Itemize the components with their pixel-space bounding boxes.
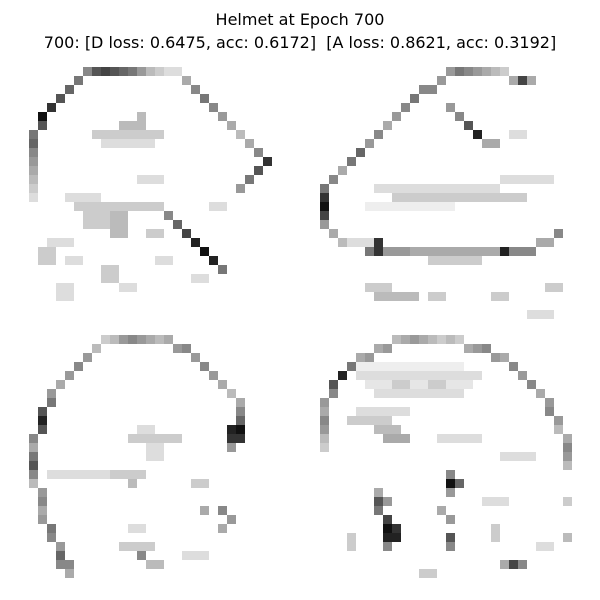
sample-2-image <box>320 67 572 319</box>
generated-sample-4 <box>320 335 572 587</box>
sample-4-image <box>320 335 572 587</box>
figure-subtitle: 700: [D loss: 0.6475, acc: 0.6172] [A lo… <box>43 33 557 52</box>
generated-sample-1 <box>29 67 281 319</box>
sample-1-image <box>29 67 281 319</box>
generated-sample-3 <box>29 335 281 587</box>
sample-3-image <box>29 335 281 587</box>
figure-title: Helmet at Epoch 700 <box>215 10 385 29</box>
generated-sample-2 <box>320 67 572 319</box>
